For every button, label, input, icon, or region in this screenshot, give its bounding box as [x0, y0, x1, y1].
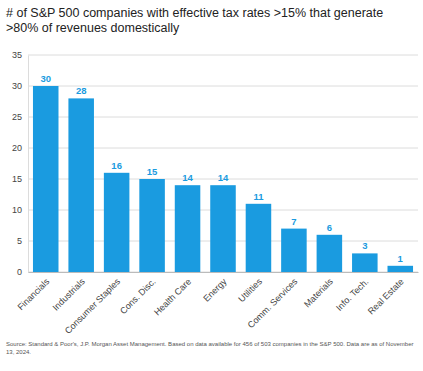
bar: [317, 235, 343, 272]
data-label: 3: [362, 240, 367, 251]
data-label: 1: [398, 253, 404, 264]
bar: [68, 98, 94, 272]
data-label: 11: [253, 191, 264, 202]
y-tick: 15: [12, 174, 28, 184]
grid-line: [28, 86, 418, 87]
data-label: 7: [291, 216, 296, 227]
x-tick: Info. Tech.: [334, 272, 370, 313]
y-tick: 10: [12, 205, 28, 215]
data-label: 15: [147, 166, 158, 177]
x-tick-label: Real Estate: [366, 276, 406, 316]
x-tick: Materials: [302, 272, 335, 309]
x-tick-label: Energy: [201, 276, 229, 304]
data-label: 16: [111, 160, 122, 171]
y-tick-label: 35: [12, 50, 22, 60]
y-tick-label: 20: [12, 143, 22, 153]
y-tick-label: 15: [12, 174, 22, 184]
x-tick-label: Materials: [302, 276, 335, 309]
data-label: 28: [76, 85, 87, 96]
data-label: 6: [327, 222, 332, 233]
bar: [246, 204, 272, 272]
x-tick: Utilities: [236, 272, 264, 304]
y-tick: 30: [12, 81, 28, 91]
x-tick: Consumer Staples: [63, 272, 123, 336]
x-tick-label: Consumer Staples: [63, 276, 123, 336]
x-tick: Industrials: [51, 272, 87, 313]
bar: [210, 185, 236, 272]
grid: [28, 55, 418, 272]
x-tick: Health Care: [152, 272, 193, 318]
x-tick: Real Estate: [366, 272, 406, 316]
bars: [33, 86, 413, 272]
bar: [352, 253, 378, 272]
x-tick: Comm. Services: [246, 272, 300, 330]
bar: [139, 179, 165, 272]
y-tick: 20: [12, 143, 28, 153]
x-tick-label: Industrials: [51, 276, 87, 312]
x-axis: FinancialsIndustrialsConsumer StaplesCon…: [16, 272, 419, 336]
data-label: 14: [182, 172, 193, 183]
data-label: 14: [218, 172, 229, 183]
bar: [281, 229, 307, 272]
bar: [33, 86, 59, 272]
bar: [104, 173, 130, 272]
y-axis-line: [28, 56, 29, 273]
y-axis: 0 5 10 15 20 25 30 35: [12, 50, 29, 277]
y-tick-label: 5: [17, 236, 22, 246]
x-tick: Energy: [201, 272, 229, 304]
y-tick-label: 0: [17, 267, 22, 277]
y-tick: 25: [12, 112, 28, 122]
y-tick-label: 25: [12, 112, 22, 122]
x-tick-label: Health Care: [152, 276, 193, 317]
y-tick-label: 10: [12, 205, 22, 215]
x-tick-label: Info. Tech.: [334, 276, 370, 312]
y-tick: 35: [12, 50, 28, 60]
x-axis-line: [29, 272, 419, 273]
y-tick-label: 30: [12, 81, 22, 91]
chart-title: # of S&P 500 companies with effective ta…: [6, 6, 416, 36]
chart: 0 5 10 15 20 25 30 35 FinancialsIndustrialsConsu…: [0, 0, 423, 371]
x-tick-label: Utilities: [236, 276, 264, 304]
y-tick: 5: [17, 236, 28, 246]
x-tick: Financials: [16, 272, 52, 312]
source-note: Source: Standard & Poor's, J.P. Morgan A…: [6, 340, 416, 356]
bar: [175, 185, 201, 272]
x-tick-label: Comm. Services: [246, 276, 300, 330]
grid-line: [28, 55, 418, 56]
bar: [388, 266, 414, 272]
data-labels: 30 28 16 15 14 14 11 7 6 3 1: [40, 73, 403, 264]
data-label: 30: [40, 73, 51, 84]
y-tick: 0: [17, 267, 28, 277]
x-tick-label: Financials: [16, 276, 52, 312]
